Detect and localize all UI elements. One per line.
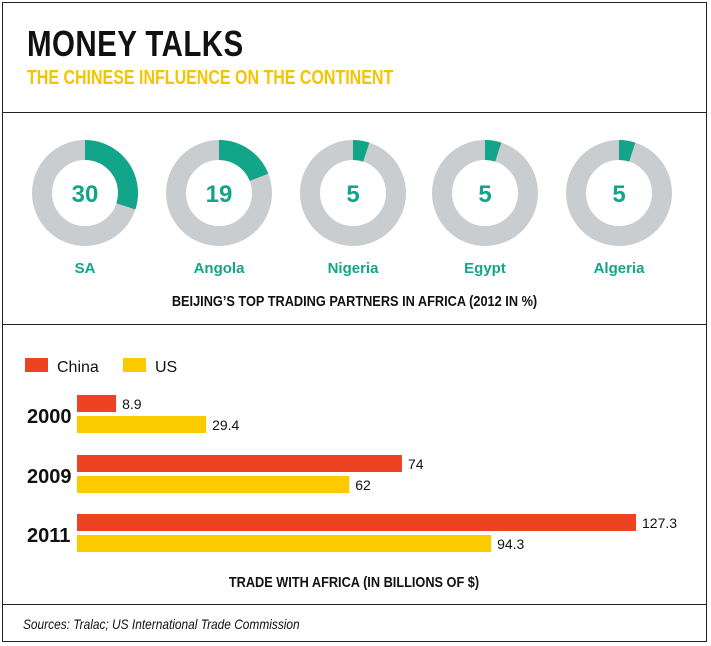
bar-value-label: 94.3 (497, 536, 524, 552)
donut-slice (300, 140, 406, 246)
donut-sa: 30 SA (32, 140, 138, 277)
legend-label-china: China (57, 359, 99, 376)
donut-category-label: Egypt (464, 260, 506, 277)
donut-value-label: 5 (346, 181, 359, 208)
category-label: 2011 (27, 525, 70, 547)
bar-group-2009: 2009 74 62 (27, 455, 424, 493)
bar-us-2011 (77, 535, 492, 552)
donut-slice (166, 140, 272, 246)
donut-value-label: 19 (206, 181, 233, 208)
donut-value-label: 5 (612, 181, 625, 208)
legend-swatch-us (123, 358, 146, 372)
bar-chart: TRADE WITH AFRICA (IN BILLIONS OF $) Chi… (25, 358, 677, 590)
bar-value-label: 62 (355, 477, 371, 493)
bar-us-2009 (77, 476, 350, 493)
donut-value-label: 30 (72, 181, 99, 208)
header: MONEY TALKS THE CHINESE INFLUENCE ON THE… (3, 3, 706, 113)
bar-china-2000 (77, 395, 117, 412)
donut-chart-title: BEIJING’S TOP TRADING PARTNERS IN AFRICA… (171, 293, 538, 310)
donut-angola: 19 Angola (166, 140, 272, 277)
donut-category-label: SA (75, 260, 96, 277)
bar-us-2000 (77, 416, 207, 433)
legend-swatch-china (25, 358, 48, 372)
donut-value-label: 5 (478, 181, 491, 208)
bar-china-2011 (77, 514, 636, 531)
donut-egypt: 5 Egypt (432, 140, 538, 277)
category-label: 2000 (27, 406, 72, 428)
legend: China US (25, 358, 177, 376)
bar-value-label: 127.3 (642, 515, 677, 531)
donut-slice (32, 140, 138, 246)
legend-label-us: US (155, 359, 177, 376)
page-title: MONEY TALKS (27, 23, 244, 64)
sources-text: Sources: Tralac; US International Trade … (23, 616, 300, 632)
bar-chart-title: TRADE WITH AFRICA (IN BILLIONS OF $) (229, 573, 479, 590)
donut-algeria: 5 Algeria (566, 140, 672, 277)
donut-nigeria: 5 Nigeria (300, 140, 406, 277)
bar-value-label: 74 (408, 456, 424, 472)
sources-footer: Sources: Tralac; US International Trade … (3, 605, 706, 641)
bar-group-2000: 2000 8.9 29.4 (27, 395, 240, 433)
bar-value-label: 29.4 (212, 417, 239, 433)
category-label: 2009 (27, 466, 72, 488)
bar-china-2009 (77, 455, 402, 472)
donut-charts: 30 SA 19 Angola 5 Nigeria 5 Egypt 5 Algeria (32, 140, 672, 277)
bar-value-label: 8.9 (122, 396, 142, 412)
bar-section: TRADE WITH AFRICA (IN BILLIONS OF $) Chi… (3, 325, 706, 605)
donut-category-label: Nigeria (328, 260, 380, 277)
donut-slice (566, 140, 672, 246)
donut-category-label: Algeria (594, 260, 646, 277)
page-subtitle: THE CHINESE INFLUENCE ON THE CONTINENT (27, 67, 394, 89)
bar-group-2011: 2011 127.3 94.3 (27, 514, 677, 552)
donut-slice (432, 140, 538, 246)
donut-category-label: Angola (194, 260, 245, 277)
donut-section: 30 SA 19 Angola 5 Nigeria 5 Egypt 5 Algeria BEIJI… (3, 113, 706, 325)
